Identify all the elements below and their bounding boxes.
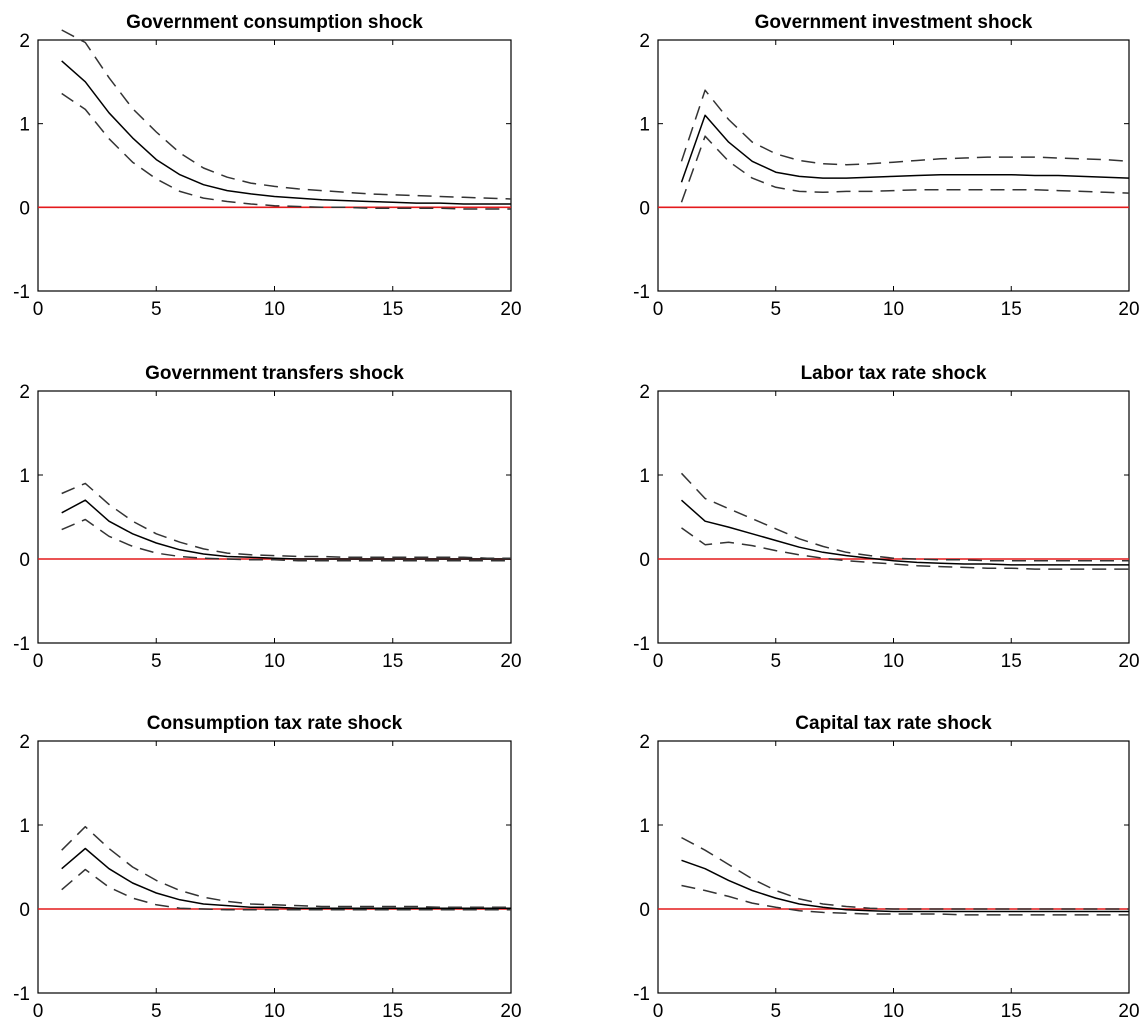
x-tick-label: 5 [151, 651, 162, 672]
median-line [681, 499, 1129, 566]
y-tick-label: 1 [639, 115, 650, 136]
x-tick-label: 0 [33, 651, 44, 672]
x-tick-label: 5 [151, 299, 162, 320]
plot-frame [37, 740, 512, 994]
x-tick-label: 0 [33, 1001, 44, 1022]
plot-frame [37, 390, 512, 644]
chart-title: Government investment shock [755, 12, 1033, 33]
x-tick-label: 10 [264, 1001, 285, 1022]
y-tick-label: -1 [13, 282, 30, 303]
median-line [61, 847, 511, 909]
x-tick-label: 5 [770, 1001, 781, 1022]
y-tick-label: 2 [19, 382, 30, 403]
x-tick-label: 20 [1118, 651, 1139, 672]
y-tick-label: 1 [639, 466, 650, 487]
median-line [681, 859, 1129, 913]
chart-title: Government transfers shock [145, 363, 404, 384]
y-tick-label: -1 [633, 984, 650, 1005]
x-tick-label: 0 [653, 1001, 664, 1022]
plot-frame [657, 740, 1130, 994]
x-tick-label: 0 [653, 651, 664, 672]
upper-band-line [680, 89, 1130, 166]
upper-band-line [61, 825, 511, 909]
y-tick-label: 0 [19, 900, 30, 921]
lower-band-line [61, 868, 511, 911]
y-tick-label: 2 [639, 31, 650, 52]
x-tick-label: 20 [500, 299, 521, 320]
x-tick-label: 10 [883, 1001, 904, 1022]
y-tick-label: 0 [639, 550, 650, 571]
y-tick-label: 2 [19, 732, 30, 753]
lower-band-line [681, 884, 1129, 916]
x-tick-label: 0 [653, 299, 664, 320]
y-tick-label: 0 [639, 900, 650, 921]
chart-title: Government consumption shock [126, 12, 423, 33]
x-tick-label: 5 [770, 651, 781, 672]
chart-title: Labor tax rate shock [801, 363, 987, 384]
y-tick-label: 2 [19, 31, 30, 52]
y-tick-label: 0 [19, 550, 30, 571]
lower-band-line [681, 527, 1129, 570]
y-tick-label: 1 [19, 115, 30, 136]
x-tick-label: 10 [883, 651, 904, 672]
x-tick-label: 10 [264, 299, 285, 320]
upper-band-line [680, 472, 1129, 562]
y-tick-label: -1 [13, 634, 30, 655]
x-tick-label: 5 [151, 1001, 162, 1022]
lower-band-line [680, 135, 1130, 203]
median-line [61, 60, 511, 205]
median-line [680, 114, 1130, 183]
upper-band-line [681, 836, 1129, 910]
x-tick-label: 15 [382, 299, 403, 320]
x-tick-label: 10 [883, 299, 904, 320]
x-tick-label: 15 [382, 1001, 403, 1022]
x-tick-label: 15 [382, 651, 403, 672]
y-tick-label: -1 [13, 984, 30, 1005]
x-tick-label: 15 [1001, 651, 1022, 672]
x-tick-label: 5 [770, 299, 781, 320]
median-line [61, 499, 511, 560]
chart-title: Capital tax rate shock [795, 713, 992, 734]
x-tick-label: 15 [1001, 1001, 1022, 1022]
y-tick-label: 0 [639, 198, 650, 219]
upper-band-line [61, 29, 512, 200]
y-tick-label: 0 [19, 198, 30, 219]
plot-frame [657, 39, 1130, 292]
upper-band-line [61, 482, 511, 559]
y-tick-label: -1 [633, 282, 650, 303]
x-tick-label: 20 [500, 651, 521, 672]
x-tick-label: 0 [33, 299, 44, 320]
y-tick-label: 1 [19, 816, 30, 837]
lower-band-line [61, 518, 511, 562]
x-tick-label: 20 [1118, 1001, 1139, 1022]
y-tick-label: -1 [633, 634, 650, 655]
chart-title: Consumption tax rate shock [147, 713, 403, 734]
lower-band-line [61, 92, 511, 210]
x-tick-label: 15 [1001, 299, 1022, 320]
plot-frame [657, 390, 1130, 644]
x-tick-label: 20 [1118, 299, 1139, 320]
y-tick-label: 1 [19, 466, 30, 487]
y-tick-label: 2 [639, 382, 650, 403]
y-tick-label: 2 [639, 732, 650, 753]
x-tick-label: 10 [264, 651, 285, 672]
y-tick-label: 1 [639, 816, 650, 837]
x-tick-label: 20 [500, 1001, 521, 1022]
